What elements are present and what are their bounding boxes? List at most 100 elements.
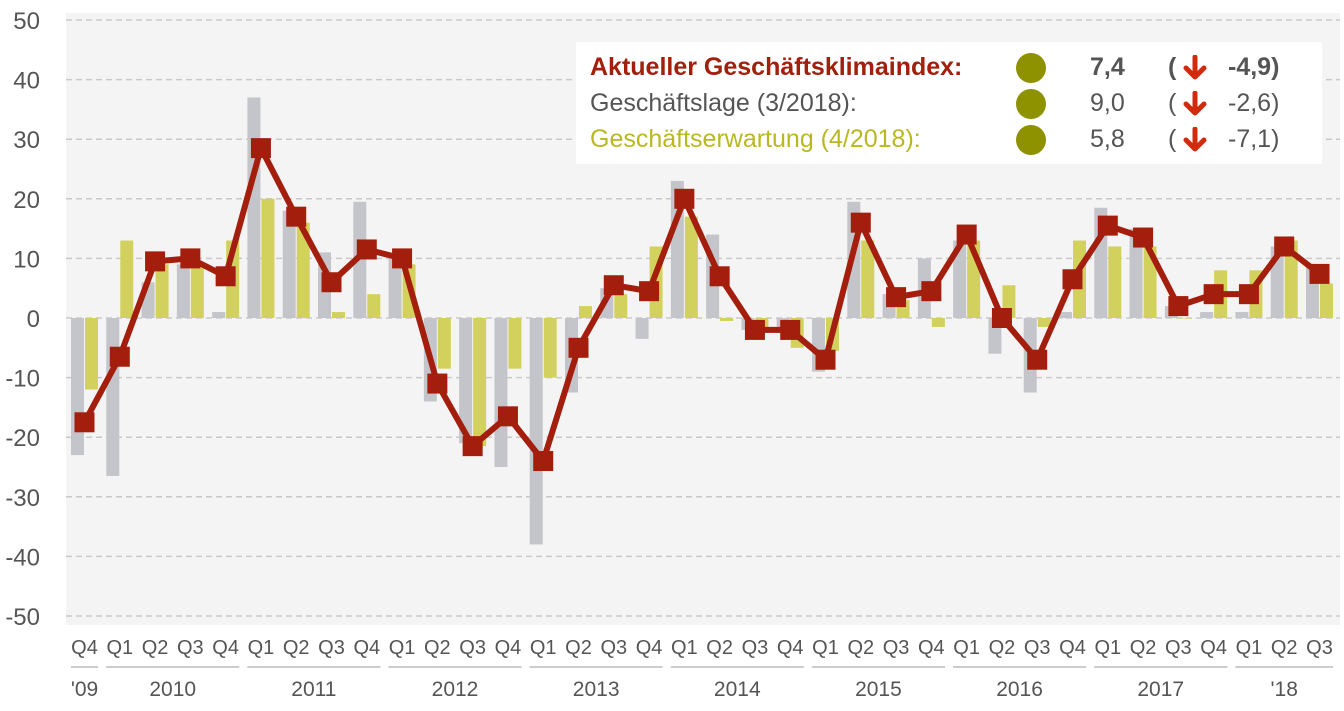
marker-geschaeftsklimaindex (1097, 215, 1118, 236)
bar-geschaeftslage (106, 318, 120, 476)
bar-geschaeftslage (71, 318, 84, 456)
marker-geschaeftsklimaindex (356, 239, 377, 260)
x-tick-label: Q2 (706, 637, 733, 659)
marker-geschaeftsklimaindex (145, 251, 166, 272)
marker-geschaeftsklimaindex (1309, 263, 1330, 284)
bar-geschaeftserwartung (1108, 246, 1122, 318)
bar-geschaeftslage (494, 318, 508, 467)
arrow-down-icon (1183, 91, 1207, 116)
bar-geschaeftslage (635, 318, 649, 339)
legend-dot-geschaeftslage (1016, 89, 1046, 119)
marker-geschaeftsklimaindex (215, 266, 236, 287)
bar-geschaeftslage (1200, 312, 1214, 318)
year-label: 2014 (714, 678, 761, 701)
y-tick-label: 40 (13, 68, 40, 95)
marker-geschaeftsklimaindex (709, 266, 730, 287)
year-label: 2015 (855, 678, 902, 701)
x-tick-label: Q1 (389, 637, 416, 659)
bar-geschaeftslage (282, 210, 296, 318)
legend-change-klimaindex: -4,9) (1228, 53, 1280, 81)
year-label: 2017 (1137, 678, 1184, 701)
marker-geschaeftsklimaindex (109, 346, 130, 367)
bar-geschaeftserwartung (367, 294, 381, 318)
x-tick-label: Q3 (318, 637, 345, 659)
year-label: 2013 (573, 678, 620, 701)
bar-geschaeftslage (388, 258, 402, 318)
bar-geschaeftserwartung (120, 240, 134, 318)
x-tick-label: Q1 (1236, 637, 1263, 659)
bar-geschaeftslage (1235, 312, 1249, 318)
marker-geschaeftsklimaindex (497, 406, 518, 427)
bar-geschaeftserwartung (508, 318, 522, 369)
y-tick-label: 20 (13, 187, 40, 214)
year-label: '09 (71, 678, 98, 701)
bar-geschaeftslage (953, 240, 967, 318)
marker-geschaeftsklimaindex (427, 373, 448, 394)
bar-geschaeftserwartung (720, 318, 734, 321)
marker-geschaeftsklimaindex (533, 451, 554, 472)
x-tick-label: Q4 (353, 637, 380, 659)
marker-geschaeftsklimaindex (180, 248, 201, 269)
legend-change-geschaeftserwartung: -7,1) (1228, 125, 1280, 153)
bar-geschaeftserwartung (543, 318, 557, 378)
bar-geschaeftserwartung (931, 318, 945, 327)
bar-geschaeftserwartung (437, 318, 451, 369)
x-tick-label: Q3 (1306, 637, 1333, 659)
y-tick-label: -20 (5, 425, 40, 452)
legend-change-geschaeftslage: -2,6) (1228, 89, 1280, 117)
x-tick-label: Q4 (636, 637, 663, 659)
x-tick-label: Q1 (1094, 637, 1121, 659)
legend-value-klimaindex: 7,4 (1090, 53, 1125, 81)
x-tick-label: Q2 (1271, 637, 1298, 659)
year-label: '18 (1271, 678, 1298, 701)
marker-geschaeftsklimaindex (568, 337, 589, 358)
bar-geschaeftserwartung (332, 312, 345, 318)
bar-geschaeftslage (247, 97, 261, 318)
legend-label-klimaindex: Aktueller Geschäftsklimaindex: (590, 53, 963, 81)
x-tick-label: Q3 (742, 637, 769, 659)
x-tick-label: Q3 (177, 637, 204, 659)
bar-geschaeftserwartung (579, 306, 592, 318)
marker-geschaeftsklimaindex (1238, 284, 1259, 305)
x-tick-label: Q4 (212, 637, 239, 659)
x-tick-label: Q1 (248, 637, 275, 659)
y-tick-label: -40 (5, 544, 40, 571)
legend-paren-klimaindex: ( (1168, 53, 1177, 81)
marker-geschaeftsklimaindex (1274, 236, 1295, 257)
x-tick-label: Q2 (1130, 637, 1157, 659)
x-tick-label: Q1 (106, 637, 133, 659)
marker-geschaeftsklimaindex (1168, 296, 1189, 317)
bar-geschaeftslage (529, 318, 543, 545)
marker-geschaeftsklimaindex (886, 287, 907, 308)
bar-geschaeftserwartung (155, 264, 169, 318)
marker-geschaeftsklimaindex (250, 138, 271, 159)
legend-label-geschaeftslage: Geschäftslage (3/2018): (590, 89, 857, 117)
year-label: 2016 (996, 678, 1043, 701)
legend-dot-geschaeftserwartung (1016, 125, 1046, 155)
x-tick-label: Q3 (459, 637, 486, 659)
arrow-down-icon (1183, 127, 1207, 152)
x-tick-label: Q1 (812, 637, 839, 659)
y-tick-label: 50 (13, 8, 40, 35)
legend-value-geschaeftserwartung: 5,8 (1090, 125, 1125, 153)
year-label: 2012 (432, 678, 479, 701)
legend-paren-geschaeftserwartung: ( (1168, 125, 1177, 153)
marker-geschaeftsklimaindex (780, 319, 801, 340)
x-tick-label: Q1 (953, 637, 980, 659)
bar-geschaeftserwartung (473, 318, 487, 447)
x-tick-label: Q1 (530, 637, 557, 659)
year-label: 2011 (291, 678, 336, 701)
x-tick-label: Q3 (1165, 637, 1192, 659)
bar-geschaeftserwartung (296, 222, 310, 318)
x-tick-label: Q4 (495, 637, 522, 659)
arrow-down-icon (1183, 55, 1207, 80)
marker-geschaeftsklimaindex (1203, 284, 1224, 305)
x-tick-label: Q4 (918, 637, 945, 659)
bar-geschaeftserwartung (190, 264, 204, 318)
x-tick-label: Q4 (1059, 637, 1086, 659)
y-tick-label: 10 (13, 246, 40, 273)
marker-geschaeftsklimaindex (286, 206, 307, 227)
bar-geschaeftserwartung (1178, 318, 1192, 319)
